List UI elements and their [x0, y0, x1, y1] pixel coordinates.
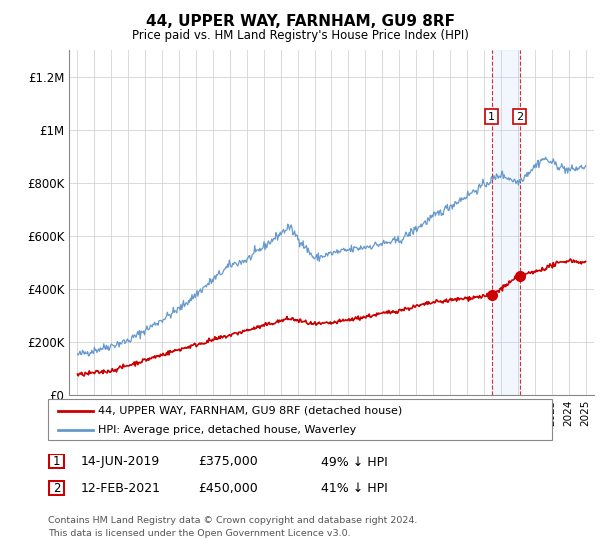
Text: 14-JUN-2019: 14-JUN-2019: [81, 455, 160, 469]
Bar: [491, 50, 520, 395]
Text: 2: 2: [53, 482, 60, 495]
FancyBboxPatch shape: [49, 454, 64, 469]
FancyBboxPatch shape: [49, 481, 64, 496]
Text: 44, UPPER WAY, FARNHAM, GU9 8RF (detached house): 44, UPPER WAY, FARNHAM, GU9 8RF (detache…: [98, 405, 403, 416]
Text: 44, UPPER WAY, FARNHAM, GU9 8RF: 44, UPPER WAY, FARNHAM, GU9 8RF: [146, 14, 455, 29]
Text: £450,000: £450,000: [198, 482, 258, 496]
FancyBboxPatch shape: [48, 399, 552, 440]
Text: HPI: Average price, detached house, Waverley: HPI: Average price, detached house, Wave…: [98, 424, 356, 435]
Text: 2: 2: [516, 111, 523, 122]
Text: 1: 1: [488, 111, 495, 122]
Text: Contains HM Land Registry data © Crown copyright and database right 2024.: Contains HM Land Registry data © Crown c…: [48, 516, 418, 525]
Text: This data is licensed under the Open Government Licence v3.0.: This data is licensed under the Open Gov…: [48, 529, 350, 538]
Text: £375,000: £375,000: [198, 455, 258, 469]
Text: 41% ↓ HPI: 41% ↓ HPI: [321, 482, 388, 496]
Text: 49% ↓ HPI: 49% ↓ HPI: [321, 455, 388, 469]
Text: Price paid vs. HM Land Registry's House Price Index (HPI): Price paid vs. HM Land Registry's House …: [131, 29, 469, 42]
Text: 1: 1: [53, 455, 60, 468]
Text: 12-FEB-2021: 12-FEB-2021: [81, 482, 161, 496]
